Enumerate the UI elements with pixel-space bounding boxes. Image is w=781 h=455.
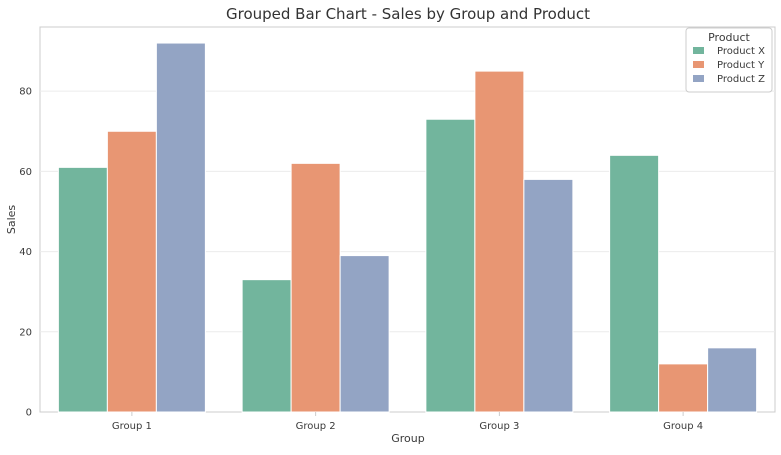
y-tick-label: 60 [19,167,32,178]
legend: Product Product X Product Y Product Z [685,27,773,93]
legend-swatch [693,75,704,82]
y-tick-label: 40 [19,247,32,258]
legend-items: Product X Product Y Product Z [693,46,765,85]
legend-label: Product X [717,46,765,57]
bar-product-x-group-1 [57,166,108,413]
bar-product-z-group-3 [523,178,574,413]
x-tick-label: Group 3 [479,421,519,432]
legend-box [685,27,773,93]
y-tick-label: 0 [26,408,32,419]
legend-swatch [693,61,704,68]
tick-labels: 0 20 40 60 80 Group 1 Group 2 Group 3 Group 4 [19,87,703,432]
bar-product-x-group-3 [425,118,476,413]
chart-title: Grouped Bar Chart - Sales by Group and P… [226,5,590,23]
bar-product-y-group-1 [106,130,157,413]
bar-product-x-group-2 [241,279,292,413]
bar-product-y-group-4 [658,363,709,413]
legend-label: Product Z [717,74,765,85]
legend-title: Product [708,31,750,44]
y-tick-label: 80 [19,87,32,98]
bar-product-y-group-2 [290,162,341,413]
legend-label: Product Y [717,60,765,71]
x-axis-label: Group [391,432,425,445]
x-tick-label: Group 4 [663,421,703,432]
bars [57,42,758,413]
bar-product-z-group-1 [155,42,206,413]
x-tick-label: Group 1 [112,421,152,432]
bar-product-y-group-3 [474,70,525,413]
legend-swatch [693,47,704,54]
y-tick-label: 20 [19,327,32,338]
bar-product-z-group-2 [339,255,390,413]
x-tick-label: Group 2 [296,421,336,432]
bar-product-x-group-4 [609,154,660,413]
y-axis-label: Sales [5,205,18,235]
bar-product-z-group-4 [707,347,758,413]
